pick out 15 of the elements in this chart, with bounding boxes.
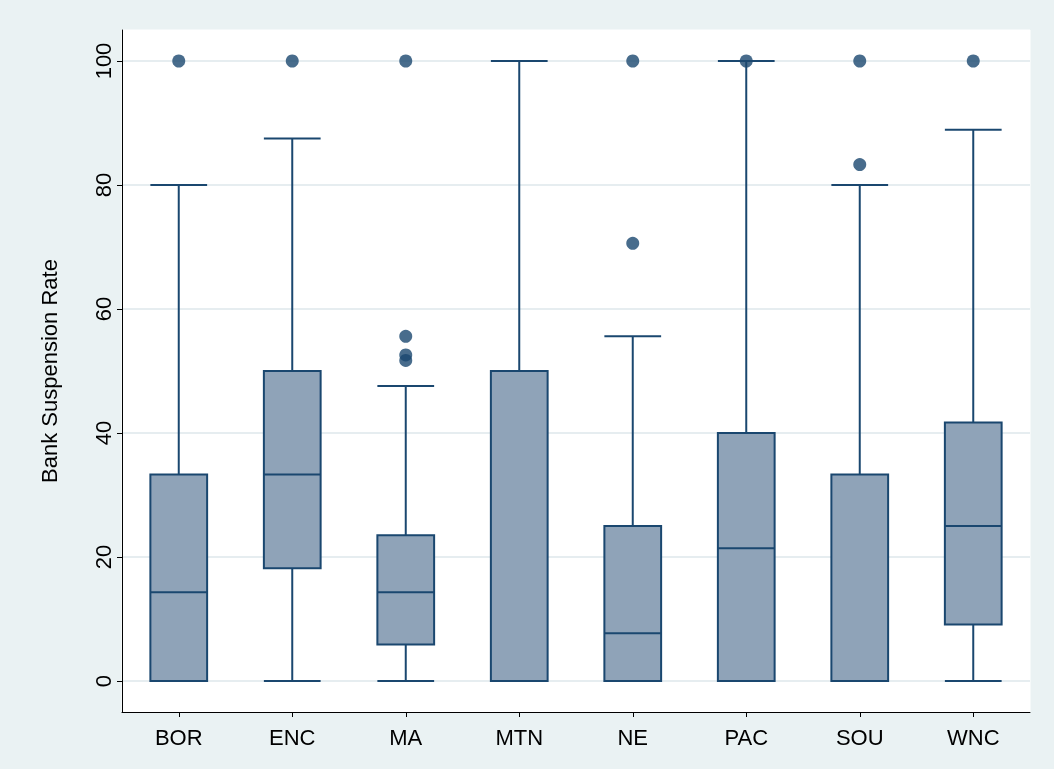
- y-tick-label: 20: [90, 544, 116, 570]
- x-tick-label: MTN: [495, 724, 544, 750]
- x-tick-label: WNC: [946, 724, 1000, 750]
- x-tick-label: MA: [389, 724, 423, 750]
- y-tick-label: 80: [90, 172, 116, 198]
- x-tick-label: PAC: [724, 724, 769, 750]
- y-tick-label: 60: [90, 296, 116, 322]
- x-tick-label: BOR: [154, 724, 203, 750]
- y-tick-label: 0: [90, 674, 116, 688]
- x-tick-label: NE: [617, 724, 649, 750]
- x-tick-label: SOU: [835, 724, 884, 750]
- x-tick-label: ENC: [269, 724, 316, 750]
- y-tick-label: 40: [90, 420, 116, 446]
- y-axis-title: Bank Suspension Rate: [36, 259, 62, 483]
- y-tick-label: 100: [90, 42, 116, 80]
